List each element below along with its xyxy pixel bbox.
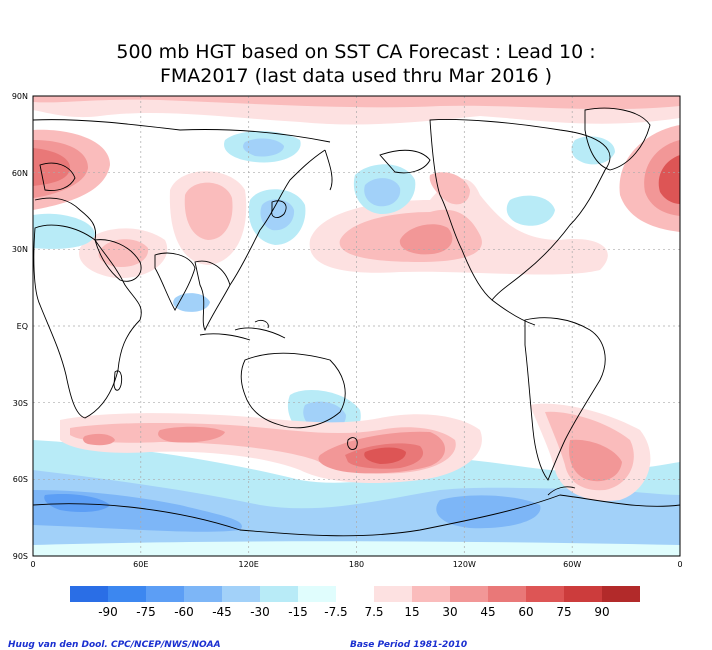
colorbar-swatch <box>260 586 298 602</box>
title-line-1: 500 mb HGT based on SST CA Forecast : Le… <box>116 41 596 63</box>
colorbar-swatch <box>336 586 374 602</box>
colorbar-swatch <box>602 586 640 602</box>
colorbar-label: 60 <box>518 605 533 619</box>
colorbar-swatch <box>70 586 108 602</box>
colorbar: -90 -75 -60 -45 -30 -15 -7.5 7.5 15 30 45 60 75 90 <box>70 586 640 619</box>
lon-label: 120W <box>453 560 476 569</box>
lon-label: 0 <box>30 560 35 569</box>
lon-label: 0 <box>677 560 682 569</box>
colorbar-label: 30 <box>442 605 457 619</box>
colorbar-swatch <box>146 586 184 602</box>
lat-label: EQ <box>17 322 28 331</box>
credit-base-period: Base Period 1981-2010 <box>350 640 468 650</box>
colorbar-swatch <box>298 586 336 602</box>
coastlines <box>33 107 680 537</box>
colorbar-swatch <box>450 586 488 602</box>
map-frame <box>32 95 681 557</box>
colorbar-label: 75 <box>556 605 571 619</box>
colorbar-swatch <box>526 586 564 602</box>
lon-label: 180 <box>349 560 364 569</box>
colorbar-label: -60 <box>174 605 194 619</box>
colorbar-swatch <box>222 586 260 602</box>
colorbar-label: -45 <box>212 605 232 619</box>
colorbar-label: -75 <box>136 605 156 619</box>
lat-label: 90S <box>13 552 28 561</box>
colorbar-label: -30 <box>250 605 270 619</box>
lat-label: 90N <box>12 92 28 101</box>
title-line-2: FMA2017 (last data used thru Mar 2016 ) <box>159 65 553 87</box>
lat-label: 60N <box>12 169 28 178</box>
colorbar-swatch <box>184 586 222 602</box>
colorbar-swatch <box>488 586 526 602</box>
lon-label: 120E <box>239 560 259 569</box>
grid-lines <box>33 96 680 556</box>
colorbar-label: -90 <box>98 605 118 619</box>
colorbar-label: -7.5 <box>324 605 347 619</box>
colorbar-swatch <box>374 586 412 602</box>
lat-label: 30S <box>13 399 28 408</box>
colorbar-label: 7.5 <box>364 605 383 619</box>
colorbar-label: 15 <box>404 605 419 619</box>
lat-label: 30N <box>12 245 28 254</box>
colorbar-label: 90 <box>594 605 609 619</box>
colorbar-swatch <box>564 586 602 602</box>
colorbar-label: 45 <box>480 605 495 619</box>
lon-label: 60E <box>133 560 148 569</box>
colorbar-label: -15 <box>288 605 308 619</box>
colorbar-swatch <box>412 586 450 602</box>
lon-label: 60W <box>563 560 581 569</box>
colorbar-swatch <box>108 586 146 602</box>
longitude-labels: 0 60E 120E 180 120W 60W 0 <box>30 560 682 569</box>
credit-author: Huug van den Dool. CPC/NCEP/NWS/NOAA <box>8 640 221 650</box>
latitude-labels: 90N 60N 30N EQ 30S 60S 90S <box>12 92 28 561</box>
lat-label: 60S <box>13 475 28 484</box>
